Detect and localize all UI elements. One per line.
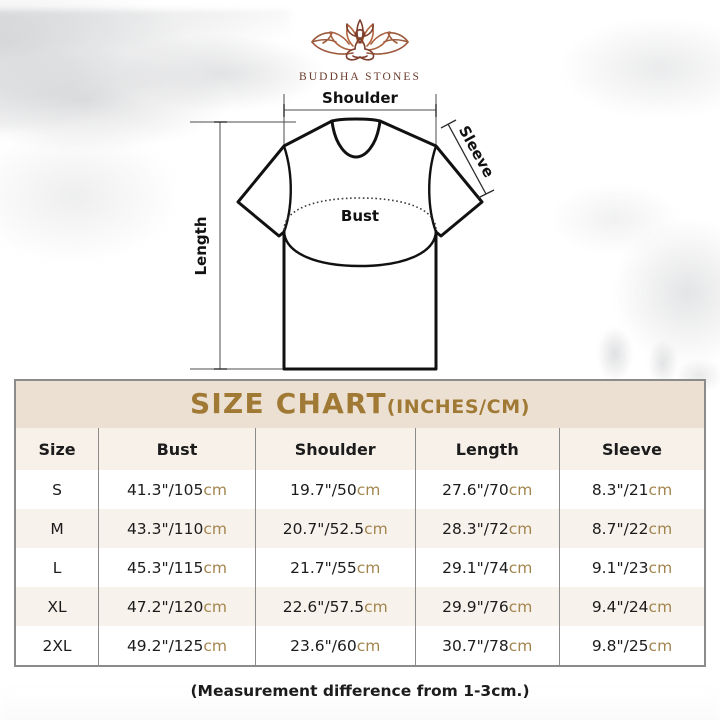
cell-size: XL (16, 587, 100, 626)
size-table-head: Size Bust Shoulder Length Sleeve (16, 428, 704, 470)
table-row: XL 47.2"/120cm 22.6"/57.5cm 29.9"/76cm 9.4"/… (16, 587, 704, 626)
unit-label: cm (508, 558, 533, 577)
cell-shoulder: 20.7"/52.5cm (254, 509, 416, 548)
ink-wash-right-middle (500, 150, 720, 380)
cell-sleeve: 9.4"/24cm (558, 587, 704, 626)
cell-bust: 49.2"/125cm (98, 626, 256, 665)
unit-label: cm (648, 519, 673, 538)
column-header-bust: Bust (98, 428, 256, 470)
cell-bust: 47.2"/120cm (98, 587, 256, 626)
cell-bust: 43.3"/110cm (98, 509, 256, 548)
ink-wash-right-trees (570, 300, 720, 390)
size-chart-card: SIZE CHART(INCHES/CM) Size Bust Shoulder… (14, 379, 706, 667)
unit-label: cm (356, 480, 381, 499)
unit-label: cm (203, 519, 228, 538)
lotus-meditation-icon (311, 19, 409, 61)
unit-label: cm (364, 597, 388, 616)
column-header-sleeve: Sleeve (558, 428, 704, 470)
unit-label: cm (508, 480, 533, 499)
size-table: Size Bust Shoulder Length Sleeve S 41.3"/… (16, 428, 704, 665)
size-chart-title-main: SIZE CHART (189, 387, 387, 420)
cell-length: 27.6"/70cm (414, 470, 560, 509)
column-header-length: Length (414, 428, 560, 470)
cell-bust: 45.3"/115cm (98, 548, 256, 587)
unit-label: cm (356, 636, 381, 655)
table-row: 2XL 49.2"/125cm 23.6"/60cm 30.7"/78cm 9.8"/2… (16, 626, 704, 665)
unit-label: cm (648, 597, 673, 616)
length-label: Length (192, 217, 210, 276)
cell-size: 2XL (16, 626, 100, 665)
brand-name: BUDDHA STONES (299, 71, 421, 83)
cell-shoulder: 21.7"/55cm (254, 548, 416, 587)
brand-logo: BUDDHA STONES (0, 14, 720, 83)
column-header-shoulder: Shoulder (254, 428, 416, 470)
unit-label: cm (648, 636, 673, 655)
sleeve-label: Sleeve (455, 123, 498, 181)
table-header-row: Size Bust Shoulder Length Sleeve (16, 428, 704, 470)
unit-label: cm (648, 558, 673, 577)
unit-label: cm (203, 558, 228, 577)
unit-label: cm (364, 519, 388, 538)
column-header-size: Size (16, 428, 100, 470)
cell-length: 29.9"/76cm (414, 587, 560, 626)
unit-label: cm (508, 636, 533, 655)
unit-label: cm (356, 558, 381, 577)
cell-length: 29.1"/74cm (414, 548, 560, 587)
unit-label: cm (203, 597, 228, 616)
shoulder-label: Shoulder (322, 89, 399, 107)
measurement-note: (Measurement difference from 1-3cm.) (190, 682, 530, 700)
table-row: M 43.3"/110cm 20.7"/52.5cm 28.3"/72cm 8.7"/2… (16, 509, 704, 548)
table-row: L 45.3"/115cm 21.7"/55cm 29.1"/74cm 9.1"/23c… (16, 548, 704, 587)
cell-sleeve: 8.7"/22cm (558, 509, 704, 548)
bust-label: Bust (341, 207, 379, 225)
cell-sleeve: 9.8"/25cm (558, 626, 704, 665)
cell-sleeve: 8.3"/21cm (558, 470, 704, 509)
cell-length: 28.3"/72cm (414, 509, 560, 548)
unit-label: cm (203, 480, 228, 499)
cell-size: S (16, 470, 100, 509)
tshirt-diagram: Shoulder Bust Length Sleeve (186, 84, 526, 380)
unit-label: cm (648, 480, 673, 499)
tshirt-measurement-svg: Shoulder Bust Length Sleeve (190, 89, 498, 371)
size-table-body: S 41.3"/105cm 19.7"/50cm 27.6"/70cm 8.3"/21c… (16, 470, 704, 665)
cell-sleeve: 9.1"/23cm (558, 548, 704, 587)
cell-shoulder: 19.7"/50cm (254, 470, 416, 509)
cell-shoulder: 23.6"/60cm (254, 626, 416, 665)
unit-label: cm (508, 519, 533, 538)
cell-size: L (16, 548, 100, 587)
cell-shoulder: 22.6"/57.5cm (254, 587, 416, 626)
unit-label: cm (203, 636, 228, 655)
cell-bust: 41.3"/105cm (98, 470, 256, 509)
cell-size: M (16, 509, 100, 548)
unit-label: cm (508, 597, 533, 616)
size-chart-title-units: (INCHES/CM) (386, 396, 531, 418)
size-chart-title: SIZE CHART(INCHES/CM) (16, 381, 704, 428)
cell-length: 30.7"/78cm (414, 626, 560, 665)
table-row: S 41.3"/105cm 19.7"/50cm 27.6"/70cm 8.3"/21c… (16, 470, 704, 509)
